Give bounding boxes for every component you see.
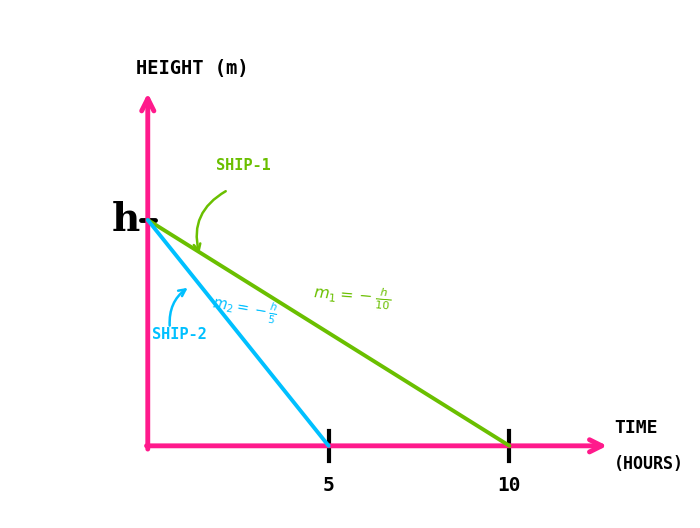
Text: 5: 5 [323, 476, 335, 495]
Text: HEIGHT (m): HEIGHT (m) [136, 60, 248, 79]
Text: $m_2 = -\frac{h}{5}$: $m_2 = -\frac{h}{5}$ [210, 291, 279, 327]
Text: SHIP-1: SHIP-1 [216, 158, 271, 173]
Text: SHIP-2: SHIP-2 [152, 327, 206, 342]
Text: (HOURS): (HOURS) [614, 455, 684, 473]
Text: $m_1 = -\frac{h}{10}$: $m_1 = -\frac{h}{10}$ [312, 281, 393, 313]
Text: h: h [111, 201, 140, 239]
Text: 10: 10 [498, 476, 522, 495]
Text: TIME: TIME [614, 419, 657, 437]
